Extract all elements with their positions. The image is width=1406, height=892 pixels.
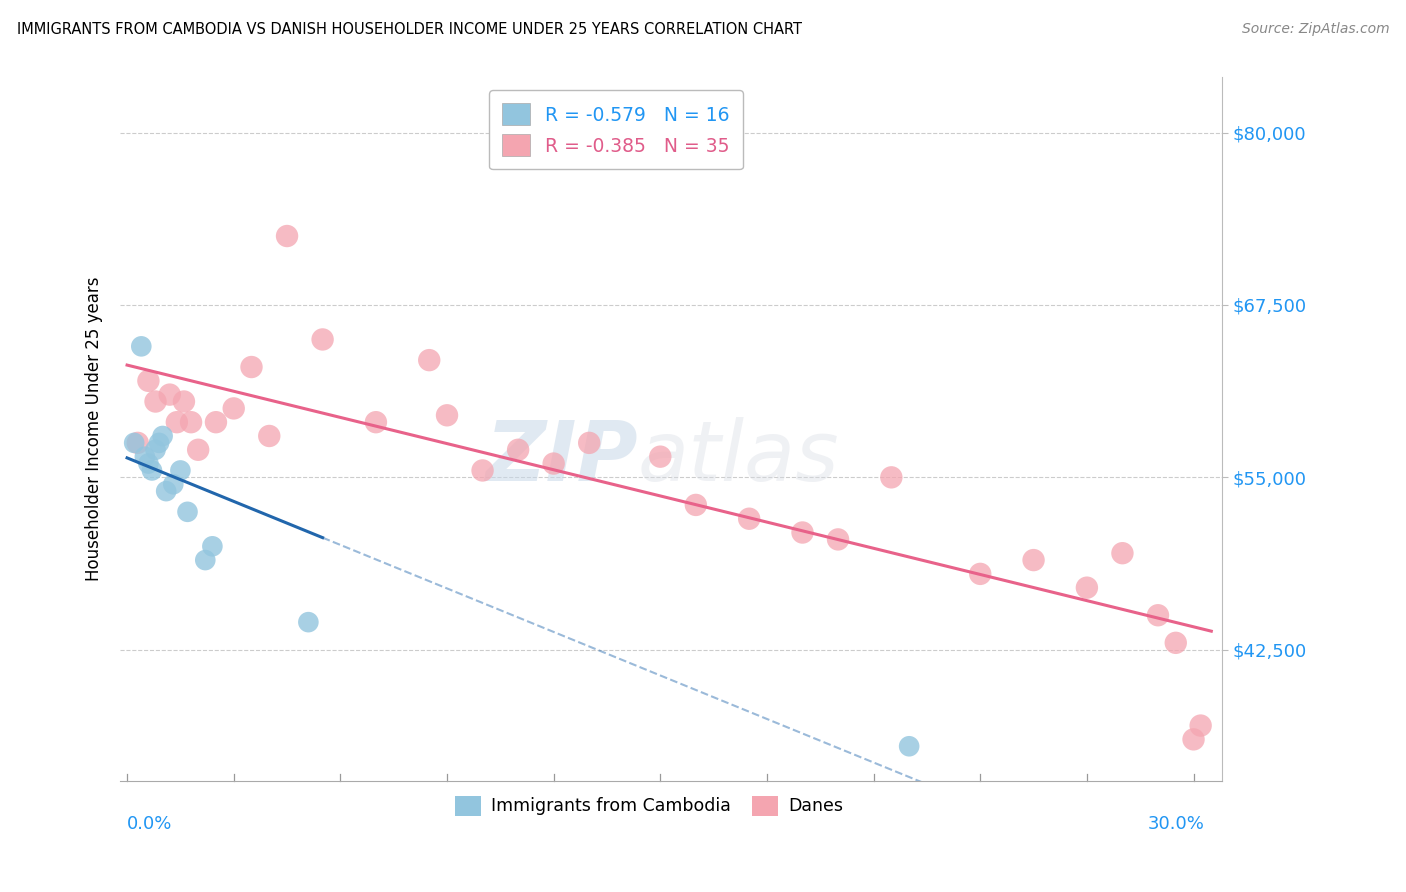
Point (969, 566, 991, 581)
Point (578, 435, 600, 450)
Point (155, 484, 177, 499)
Point (205, 415, 228, 429)
Point (194, 553, 217, 567)
Point (173, 394, 195, 409)
Point (471, 463, 494, 477)
Point (122, 435, 145, 450)
Text: ZIP: ZIP (485, 417, 638, 498)
Point (169, 463, 191, 477)
Y-axis label: Householder Income Under 25 years: Householder Income Under 25 years (86, 277, 103, 582)
Point (364, 415, 387, 429)
Point (276, 229, 298, 244)
Point (1076, 581, 1098, 595)
Point (259, 429, 281, 443)
Point (685, 498, 707, 512)
Point (543, 457, 565, 471)
Point (145, 394, 167, 409)
Point (138, 374, 160, 388)
Point (1182, 732, 1205, 747)
Point (145, 442, 167, 457)
Point (138, 457, 160, 471)
Point (162, 477, 184, 491)
Point (738, 512, 761, 526)
Point (792, 525, 814, 540)
Point (508, 442, 530, 457)
Point (1147, 608, 1170, 623)
Text: Source: ZipAtlas.com: Source: ZipAtlas.com (1241, 22, 1389, 37)
Point (134, 450, 156, 464)
Point (222, 401, 245, 416)
Point (187, 442, 209, 457)
Point (166, 415, 188, 429)
Point (240, 359, 263, 374)
Point (129, 339, 152, 353)
Point (176, 505, 198, 519)
Point (1164, 636, 1187, 650)
Text: 30.0%: 30.0% (1147, 815, 1204, 833)
Text: atlas: atlas (638, 417, 839, 498)
Legend: Immigrants from Cambodia, Danes: Immigrants from Cambodia, Danes (447, 789, 851, 822)
Point (311, 333, 333, 347)
Text: IMMIGRANTS FROM CAMBODIA VS DANISH HOUSEHOLDER INCOME UNDER 25 YEARS CORRELATION: IMMIGRANTS FROM CAMBODIA VS DANISH HOUSE… (17, 22, 801, 37)
Point (827, 533, 849, 547)
Point (898, 739, 921, 754)
Point (152, 429, 174, 443)
Point (650, 450, 672, 464)
Point (141, 463, 163, 477)
Point (159, 387, 181, 401)
Point (1189, 718, 1212, 732)
Point (201, 539, 224, 553)
Point (436, 409, 458, 423)
Point (127, 435, 149, 450)
Point (1111, 546, 1133, 560)
Text: 0.0%: 0.0% (127, 815, 173, 833)
Point (880, 470, 903, 484)
Point (1022, 553, 1045, 567)
Point (418, 353, 440, 368)
Point (148, 435, 170, 450)
Point (297, 615, 319, 629)
Point (180, 415, 202, 429)
